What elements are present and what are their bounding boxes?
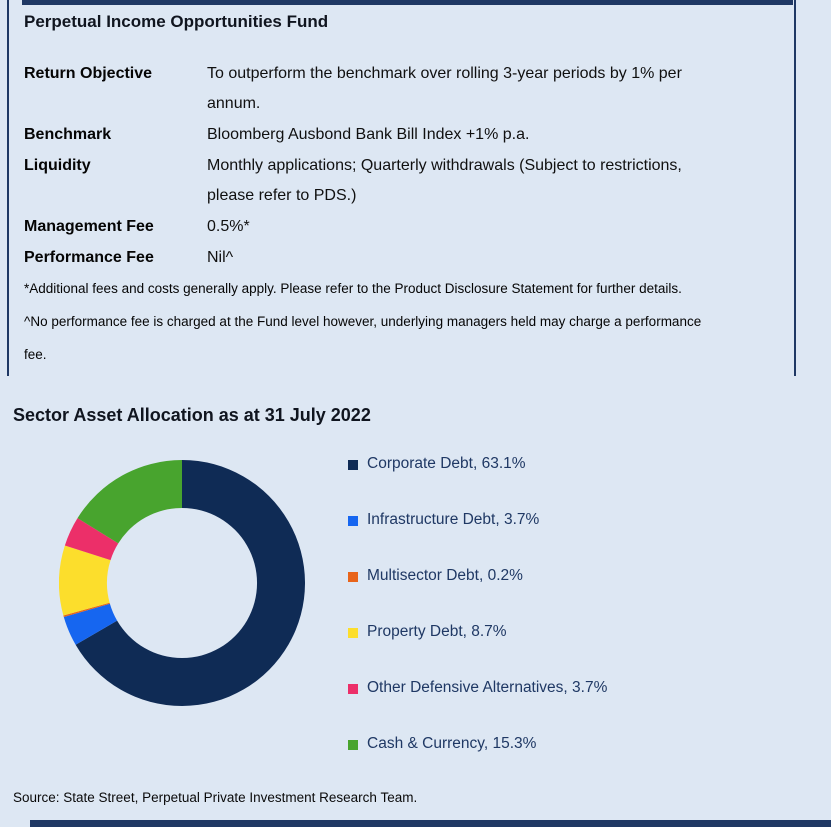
legend-label: Infrastructure Debt, 3.7% <box>367 511 540 528</box>
source-attribution: Source: State Street, Perpetual Private … <box>13 790 418 805</box>
fund-footnotes: *Additional fees and costs generally app… <box>24 272 799 371</box>
detail-label: Management Fee <box>24 218 154 235</box>
detail-value: Monthly applications; Quarterly withdraw… <box>207 157 682 204</box>
footnote: ^No performance fee is charged at the Fu… <box>24 314 702 362</box>
donut-segment-multisector-debt <box>63 602 110 618</box>
detail-row: Management Fee 0.5%* <box>24 212 784 242</box>
fund-title: Perpetual Income Opportunities Fund <box>24 12 329 31</box>
donut-segment-corporate-debt <box>75 460 306 706</box>
legend-item: Multisector Debt, 0.2% <box>348 567 607 585</box>
legend-item: Cash & Currency, 15.3% <box>348 735 607 753</box>
donut-svg <box>59 460 306 706</box>
detail-row: Return Objective To outperform the benchm… <box>24 59 784 119</box>
detail-label: Benchmark <box>24 126 112 143</box>
legend-swatch-icon <box>348 571 358 582</box>
detail-row: Liquidity Monthly applications; Quarterly… <box>24 151 784 211</box>
table-left-border <box>7 0 9 376</box>
top-accent-bar <box>22 0 793 5</box>
footnote: *Additional fees and costs generally app… <box>24 281 682 296</box>
legend-label: Multisector Debt, 0.2% <box>367 567 523 584</box>
detail-label: Liquidity <box>24 157 91 174</box>
allocation-legend: Corporate Debt, 63.1% Infrastructure Debt… <box>348 455 607 753</box>
table-right-border <box>794 0 796 376</box>
detail-value: To outperform the benchmark over rolling… <box>207 65 682 112</box>
legend-label: Cash & Currency, 15.3% <box>367 735 537 752</box>
detail-label: Return Objective <box>24 65 153 82</box>
legend-item: Corporate Debt, 63.1% <box>348 455 607 473</box>
legend-label: Property Debt, 8.7% <box>367 623 507 640</box>
legend-swatch-icon <box>348 459 358 470</box>
donut-segment-property-debt <box>59 545 111 616</box>
legend-swatch-icon <box>348 515 358 526</box>
detail-value: Nil^ <box>207 249 234 266</box>
fund-details: Return Objective To outperform the benchm… <box>24 59 784 274</box>
detail-value: Bloomberg Ausbond Bank Bill Index +1% p.… <box>207 126 530 143</box>
donut-segment-infrastructure-debt <box>63 603 118 645</box>
legend-label: Other Defensive Alternatives, 3.7% <box>367 679 608 696</box>
allocation-donut-chart <box>59 460 306 706</box>
legend-item: Infrastructure Debt, 3.7% <box>348 511 607 529</box>
legend-label: Corporate Debt, 63.1% <box>367 455 526 472</box>
donut-segment-other-defensive-alternatives <box>64 518 119 561</box>
detail-row: Performance Fee Nil^ <box>24 243 784 273</box>
donut-segment-cash-currency <box>77 460 182 544</box>
legend-swatch-icon <box>348 627 358 638</box>
legend-swatch-icon <box>348 739 358 750</box>
legend-item: Other Defensive Alternatives, 3.7% <box>348 679 607 697</box>
legend-swatch-icon <box>348 683 358 694</box>
detail-value: 0.5%* <box>207 218 250 235</box>
bottom-accent-bar <box>30 820 831 827</box>
allocation-section-title: Sector Asset Allocation as at 31 July 20… <box>13 405 371 425</box>
detail-label: Performance Fee <box>24 249 154 266</box>
detail-row: Benchmark Bloomberg Ausbond Bank Bill Ind… <box>24 120 784 150</box>
legend-item: Property Debt, 8.7% <box>348 623 607 641</box>
